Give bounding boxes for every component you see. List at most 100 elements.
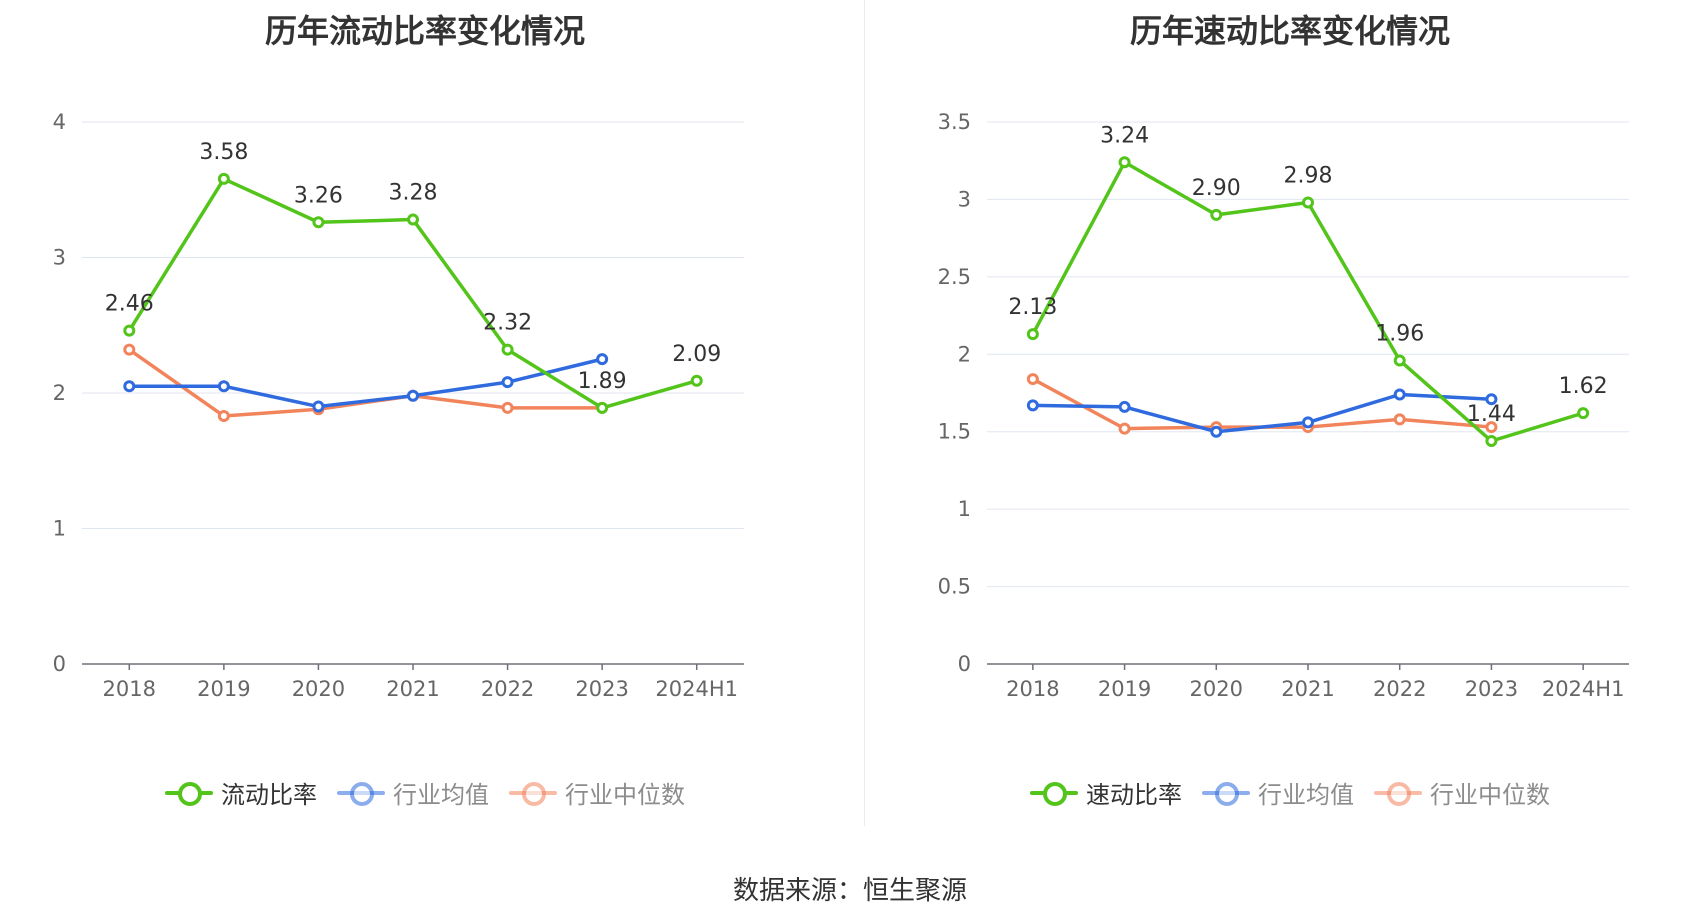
data-label: 1.62 — [1559, 374, 1608, 399]
data-label: 1.89 — [578, 369, 627, 394]
legend-item-industry-average[interactable]: 行业均值 — [337, 775, 489, 810]
y-tick-label: 2.5 — [938, 265, 971, 289]
legend-item-industry-average[interactable]: 行业均值 — [1202, 775, 1354, 810]
legend-item-quick-ratio[interactable]: 速动比率 — [1030, 775, 1182, 810]
x-tick-label: 2024H1 — [1542, 677, 1625, 701]
chart-legend: 速动比率 行业均值 行业中位数 — [865, 775, 1700, 810]
y-tick-label: 2 — [53, 381, 66, 405]
data-point — [1026, 373, 1039, 386]
x-tick-label: 2022 — [1373, 677, 1426, 701]
x-tick-label: 2023 — [1465, 677, 1518, 701]
y-tick-label: 1.5 — [938, 420, 971, 444]
data-point — [407, 389, 419, 402]
chart-legend: 流动比率 行业均值 行业中位数 — [0, 775, 850, 810]
x-tick-label: 2021 — [1281, 677, 1334, 701]
chart-title: 历年流动比率变化情况 — [264, 12, 585, 50]
data-point — [1393, 388, 1406, 401]
series-line — [1032, 392, 1492, 434]
legend-item-industry-median[interactable]: 行业中位数 — [1374, 775, 1550, 810]
data-label: 3.24 — [1100, 123, 1149, 148]
legend-label: 流动比率 — [221, 781, 317, 809]
data-label: 1.96 — [1375, 321, 1424, 346]
data-point — [1210, 208, 1223, 221]
y-tick-label: 2 — [958, 342, 971, 366]
legend-item-industry-median[interactable]: 行业中位数 — [509, 775, 685, 810]
x-tick-label: 2021 — [386, 677, 439, 701]
legend-line-icon — [1374, 781, 1422, 806]
data-point — [1118, 156, 1131, 169]
y-tick-label: 3 — [958, 187, 971, 211]
legend-line-icon — [337, 781, 385, 806]
quick-ratio-chart: 历年速动比率变化情况 0 0.5 1 1.5 2 2.5 3 3.5 2018 2019 2020 2… — [865, 0, 1700, 830]
chart-title: 历年速动比率变化情况 — [1129, 12, 1450, 50]
data-point — [217, 380, 230, 393]
data-point — [217, 410, 230, 423]
series-line — [1032, 377, 1492, 431]
data-point — [1302, 416, 1314, 429]
data-point — [1302, 196, 1314, 209]
quick-ratio-plot: 0 0.5 1 1.5 2 2.5 3 3.5 2018 2019 2020 2021 2022 2023… — [938, 110, 1629, 701]
data-point — [312, 400, 325, 413]
y-tick-label: 1 — [958, 497, 971, 521]
legend-label: 行业均值 — [1258, 781, 1354, 809]
data-point — [1485, 435, 1498, 448]
data-label: 2.46 — [105, 292, 154, 317]
data-point — [1393, 413, 1406, 426]
y-tick-label: 0 — [53, 652, 66, 676]
data-point — [123, 343, 136, 356]
data-label: 1.44 — [1467, 402, 1516, 427]
data-label: 2.09 — [672, 342, 721, 367]
data-point — [123, 324, 136, 337]
y-tick-label: 0.5 — [938, 575, 971, 599]
series-line — [129, 357, 603, 409]
data-point — [501, 401, 514, 414]
legend-line-icon — [509, 781, 557, 806]
data-point — [217, 172, 230, 185]
x-tick-label: 2018 — [103, 677, 156, 701]
data-point — [1026, 399, 1039, 412]
data-point — [596, 353, 609, 366]
data-point — [407, 213, 419, 226]
data-point — [312, 216, 325, 229]
data-label: 3.58 — [199, 140, 248, 165]
data-point — [690, 374, 703, 387]
data-label: 2.98 — [1284, 164, 1333, 189]
panel-divider — [864, 0, 865, 826]
x-tick-label: 2020 — [292, 677, 345, 701]
legend-label: 行业均值 — [393, 781, 489, 809]
data-label: 2.13 — [1008, 295, 1057, 320]
data-label: 2.32 — [483, 311, 532, 336]
legend-label: 速动比率 — [1086, 781, 1182, 809]
y-tick-label: 4 — [53, 110, 66, 134]
legend-label: 行业中位数 — [1430, 781, 1550, 809]
legend-item-current-ratio[interactable]: 流动比率 — [165, 775, 317, 810]
data-label: 3.26 — [294, 183, 343, 208]
legend-line-icon — [165, 781, 213, 806]
series-line — [128, 348, 603, 418]
data-point — [1210, 425, 1223, 438]
x-tick-label: 2019 — [1098, 677, 1151, 701]
data-point — [1026, 328, 1039, 341]
current-ratio-plot: 0 1 2 3 4 2018 2019 2020 2021 2022 2023 2024H1 2.46 3… — [53, 110, 744, 701]
data-point — [596, 401, 609, 414]
data-point — [1485, 421, 1498, 434]
data-label: 2.90 — [1192, 176, 1241, 201]
x-tick-label: 2018 — [1006, 677, 1059, 701]
legend-label: 行业中位数 — [565, 781, 685, 809]
data-point — [1485, 393, 1498, 406]
legend-line-icon — [1202, 781, 1250, 806]
data-label: 3.28 — [389, 181, 438, 206]
data-source-note: 数据来源：恒生聚源 — [732, 876, 967, 906]
y-tick-label: 3.5 — [938, 110, 971, 134]
y-tick-label: 1 — [53, 517, 66, 541]
y-tick-label: 3 — [53, 246, 66, 270]
data-point — [1118, 400, 1131, 413]
data-point — [1393, 354, 1406, 367]
x-tick-label: 2020 — [1190, 677, 1243, 701]
x-tick-label: 2024H1 — [655, 677, 738, 701]
data-point — [501, 343, 514, 356]
data-point — [123, 380, 136, 393]
x-tick-label: 2022 — [481, 677, 534, 701]
data-point — [1118, 422, 1131, 435]
x-tick-label: 2023 — [575, 677, 628, 701]
